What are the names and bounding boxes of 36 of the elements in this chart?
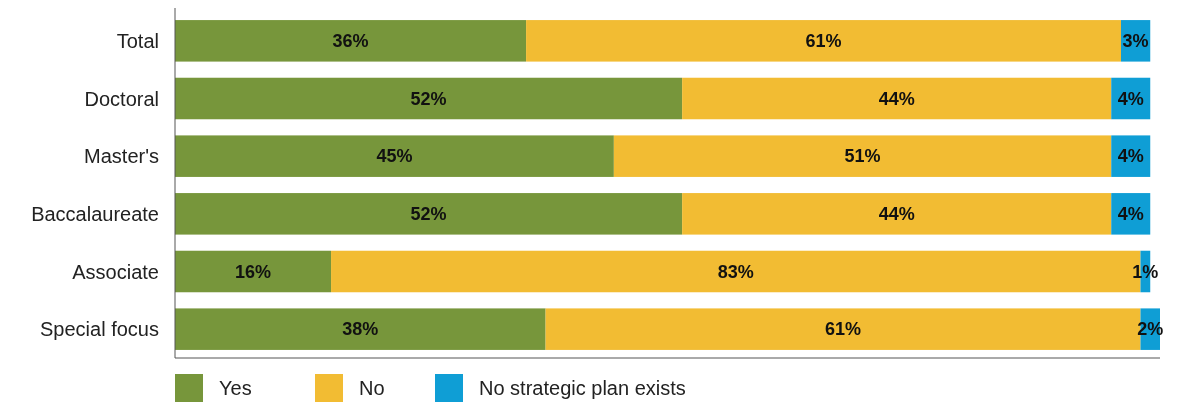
bar — [175, 135, 614, 177]
y-tick-label: Associate — [72, 260, 159, 283]
data-label: 4% — [1117, 204, 1144, 225]
y-tick-label: Baccalaureate — [31, 202, 159, 225]
data-label: 61% — [825, 319, 862, 340]
data-label: 1% — [1132, 261, 1159, 282]
bar — [175, 193, 683, 235]
y-tick-label: Special focus — [40, 318, 159, 341]
bar — [682, 77, 1112, 120]
data-label: 83% — [717, 261, 754, 282]
data-label: 52% — [410, 88, 447, 109]
bar — [682, 193, 1112, 235]
bar — [175, 250, 332, 293]
data-label: 44% — [878, 204, 915, 225]
data-label: 16% — [235, 261, 272, 282]
bar — [175, 20, 527, 62]
bar — [175, 77, 683, 120]
bar — [613, 135, 1112, 177]
legend-label: No — [359, 377, 385, 399]
legend-label: No strategic plan exists — [479, 377, 686, 399]
data-label: 38% — [342, 319, 379, 340]
y-tick-label: Total — [116, 29, 159, 52]
y-tick-label: Master's — [84, 145, 159, 168]
data-label: 3% — [1122, 31, 1149, 52]
data-label: 44% — [878, 88, 915, 109]
bar — [526, 20, 1121, 62]
data-label: 4% — [1117, 146, 1144, 167]
data-label: 4% — [1117, 88, 1144, 109]
data-label: 61% — [805, 31, 842, 52]
legend-label: Yes — [219, 377, 252, 399]
bar — [175, 308, 546, 350]
data-label: 45% — [376, 146, 413, 167]
data-label: 52% — [410, 204, 447, 225]
data-label: 51% — [844, 146, 881, 167]
data-label: 36% — [332, 31, 369, 52]
y-tick-label: Doctoral — [84, 87, 159, 110]
